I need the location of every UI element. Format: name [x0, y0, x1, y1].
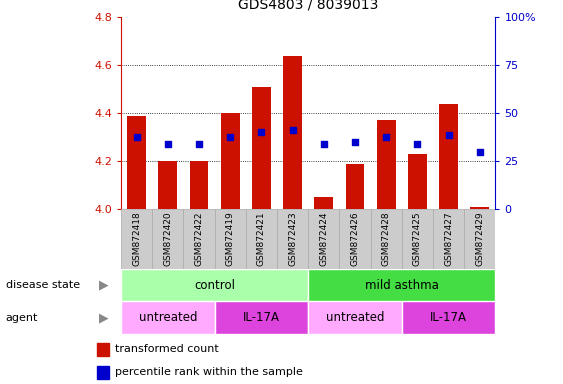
- Point: [163, 141, 172, 147]
- Point: [226, 134, 235, 141]
- Bar: [346, 164, 364, 209]
- Text: IL-17A: IL-17A: [430, 311, 467, 324]
- FancyBboxPatch shape: [121, 209, 152, 269]
- Bar: [283, 56, 302, 209]
- FancyBboxPatch shape: [402, 301, 495, 334]
- Point: [351, 139, 360, 145]
- Point: [413, 141, 422, 147]
- Text: GSM872428: GSM872428: [382, 211, 391, 266]
- Bar: [190, 161, 208, 209]
- Point: [382, 134, 391, 141]
- FancyBboxPatch shape: [121, 301, 215, 334]
- Text: control: control: [194, 279, 235, 291]
- Text: transformed count: transformed count: [115, 344, 219, 354]
- Text: GSM872421: GSM872421: [257, 211, 266, 266]
- Bar: [252, 87, 271, 209]
- Text: IL-17A: IL-17A: [243, 311, 280, 324]
- Text: untreated: untreated: [138, 311, 197, 324]
- FancyBboxPatch shape: [309, 269, 495, 301]
- Text: agent: agent: [6, 313, 38, 323]
- FancyBboxPatch shape: [152, 209, 184, 269]
- FancyBboxPatch shape: [184, 209, 215, 269]
- FancyBboxPatch shape: [309, 209, 339, 269]
- Text: GSM872420: GSM872420: [163, 211, 172, 266]
- Bar: [127, 116, 146, 209]
- FancyBboxPatch shape: [215, 209, 246, 269]
- Bar: [97, 366, 109, 379]
- Text: untreated: untreated: [326, 311, 385, 324]
- Title: GDS4803 / 8039013: GDS4803 / 8039013: [238, 0, 378, 12]
- Point: [319, 141, 328, 147]
- Bar: [377, 121, 396, 209]
- Text: GSM872423: GSM872423: [288, 211, 297, 266]
- Text: GSM872426: GSM872426: [351, 211, 360, 266]
- Text: disease state: disease state: [6, 280, 80, 290]
- Point: [195, 141, 204, 147]
- FancyBboxPatch shape: [464, 209, 495, 269]
- Bar: [315, 197, 333, 209]
- Text: GSM872419: GSM872419: [226, 211, 235, 266]
- Text: GSM872429: GSM872429: [475, 211, 484, 266]
- Bar: [221, 113, 240, 209]
- Text: GSM872425: GSM872425: [413, 211, 422, 266]
- Text: GSM872427: GSM872427: [444, 211, 453, 266]
- FancyBboxPatch shape: [370, 209, 402, 269]
- Text: ▶: ▶: [99, 279, 109, 291]
- FancyBboxPatch shape: [402, 209, 433, 269]
- Bar: [439, 104, 458, 209]
- FancyBboxPatch shape: [277, 209, 309, 269]
- FancyBboxPatch shape: [121, 269, 309, 301]
- Text: ▶: ▶: [99, 311, 109, 324]
- Bar: [159, 161, 177, 209]
- Bar: [97, 343, 109, 356]
- FancyBboxPatch shape: [246, 209, 277, 269]
- Point: [257, 129, 266, 136]
- Point: [132, 134, 141, 141]
- Point: [444, 132, 453, 138]
- Text: GSM872422: GSM872422: [195, 211, 204, 266]
- Bar: [471, 207, 489, 209]
- FancyBboxPatch shape: [339, 209, 370, 269]
- Bar: [408, 154, 427, 209]
- Point: [475, 149, 484, 155]
- FancyBboxPatch shape: [215, 301, 309, 334]
- Text: mild asthma: mild asthma: [365, 279, 439, 291]
- Text: GSM872424: GSM872424: [319, 211, 328, 266]
- Text: GSM872418: GSM872418: [132, 211, 141, 266]
- FancyBboxPatch shape: [309, 301, 402, 334]
- Point: [288, 127, 297, 133]
- FancyBboxPatch shape: [433, 209, 464, 269]
- Text: percentile rank within the sample: percentile rank within the sample: [115, 367, 303, 377]
